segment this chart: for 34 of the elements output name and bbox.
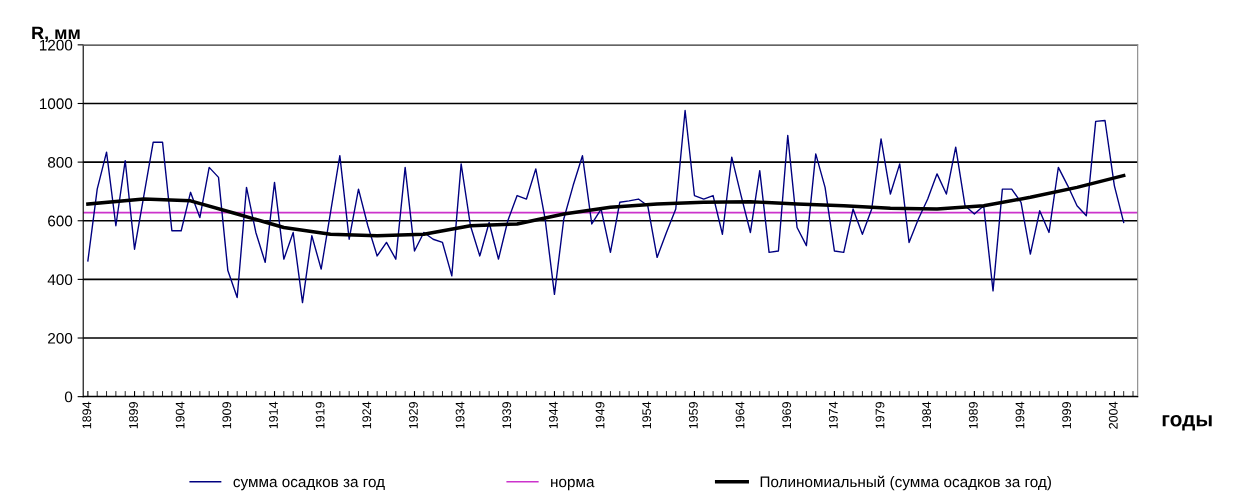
x-tick-label: 1934 <box>455 401 465 429</box>
x-tick-label: 1894 <box>82 401 92 429</box>
x-tick-label: 1944 <box>548 401 558 429</box>
x-tick-label: 1964 <box>735 401 745 429</box>
x-tick-label: 1914 <box>269 401 278 429</box>
x-tick-label: 2004 <box>1108 401 1118 429</box>
x-tick-label: 1899 <box>129 402 138 429</box>
x-tick-label: 1924 <box>362 401 372 429</box>
x-tick-label: 1909 <box>222 402 232 429</box>
x-tick-label: 1999 <box>1062 402 1072 429</box>
x-tick-label: 1929 <box>408 402 418 429</box>
x-tick-label: 1949 <box>595 402 605 429</box>
x-tick-label: 1954 <box>642 401 652 429</box>
y-tick-label: 600 <box>48 215 73 227</box>
x-tick-label: 1994 <box>1015 401 1025 429</box>
legend-label: норма <box>551 478 595 491</box>
legend-label: сумма осадков за год <box>233 478 385 491</box>
y-tick-label: 400 <box>47 274 73 286</box>
x-tick-label: 1919 <box>315 402 325 429</box>
x-tick-label: 1984 <box>922 401 932 429</box>
y-tick-label: 200 <box>48 332 73 344</box>
y-tick-label: 800 <box>47 156 73 168</box>
x-tick-label: 1979 <box>875 402 885 429</box>
x-tick-label: 1969 <box>782 402 792 429</box>
legend-label: Полиномиальный (сумма осадков за год) <box>760 475 1051 491</box>
x-tick-label: 1989 <box>968 402 978 429</box>
x-axis-title: годы <box>1162 415 1212 431</box>
x-tick-label: 1904 <box>175 401 185 429</box>
x-tick-label: 1974 <box>828 401 838 429</box>
y-tick-label: 0 <box>64 391 73 403</box>
x-tick-label: 1939 <box>502 402 512 429</box>
y-tick-label: 1000 <box>39 98 73 110</box>
line-series <box>87 109 1125 304</box>
x-tick-label: 1959 <box>688 402 698 429</box>
